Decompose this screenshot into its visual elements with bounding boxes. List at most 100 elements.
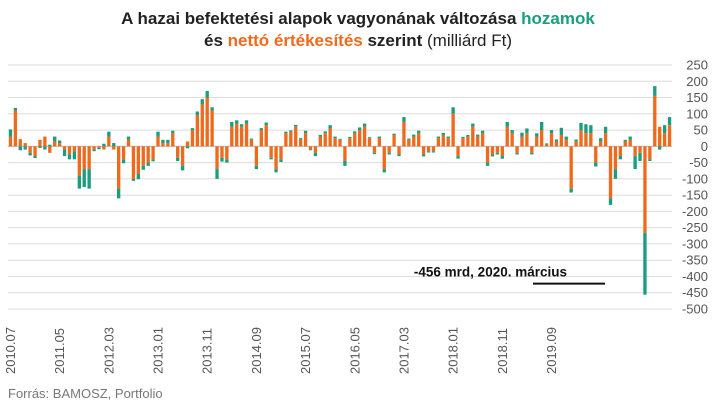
bar-returns <box>102 143 106 147</box>
x-tick-label: 2015.07 <box>298 327 313 374</box>
x-tick-label: 2013.11 <box>200 328 215 374</box>
bar-returns <box>121 159 126 164</box>
bar-net-sales <box>667 125 672 147</box>
bar-returns <box>662 125 667 134</box>
bar-returns <box>515 152 519 155</box>
bar-net-sales <box>102 146 106 150</box>
bar-net-sales <box>92 146 96 150</box>
bar-net-sales <box>13 110 18 147</box>
bar-returns <box>215 169 219 179</box>
bar-net-sales <box>421 146 426 155</box>
bar-returns <box>554 139 559 142</box>
bar-returns <box>530 152 534 155</box>
bar-returns <box>313 152 318 157</box>
y-tick-label: -350 <box>682 253 708 268</box>
x-tick-label: 2011.05 <box>52 328 67 374</box>
y-tick-label: -50 <box>689 155 708 170</box>
bar-returns <box>362 123 367 127</box>
bar-returns <box>628 136 632 140</box>
bar-returns <box>269 157 273 160</box>
annotation: -456 mrd, 2020. március <box>414 265 606 285</box>
bar-returns <box>579 122 583 131</box>
bar-net-sales <box>367 138 372 147</box>
y-tick-label: -300 <box>682 236 708 251</box>
bar-returns <box>289 130 293 132</box>
y-tick-label: -400 <box>682 269 708 284</box>
bar-returns <box>564 136 568 140</box>
y-tick-label: -100 <box>682 171 708 186</box>
bar-returns <box>638 152 642 161</box>
bar-net-sales <box>520 136 524 147</box>
bar-returns <box>500 156 504 159</box>
bar-returns <box>97 147 101 150</box>
y-tick-label: 150 <box>686 90 708 105</box>
bar-returns <box>451 107 455 114</box>
grid-lines <box>8 64 672 310</box>
bar-net-sales <box>603 133 608 147</box>
bar-returns <box>431 151 436 153</box>
bar-net-sales <box>146 146 150 163</box>
source-note: Forrás: BAMOSZ, Portfolio <box>8 386 163 401</box>
title-and: és <box>203 31 228 50</box>
bar-net-sales <box>436 138 441 147</box>
bar-net-sales <box>294 126 298 147</box>
bar-net-sales <box>62 146 67 150</box>
bar-net-sales <box>303 133 308 147</box>
bar-returns <box>171 130 175 134</box>
bar-returns <box>294 124 298 127</box>
bar-net-sales <box>298 139 303 147</box>
bar-returns <box>87 169 91 189</box>
bar-returns <box>18 146 22 151</box>
bar-returns <box>382 169 386 173</box>
x-tick-label: 2012.03 <box>101 327 116 374</box>
bar-net-sales <box>259 130 263 147</box>
bar-net-sales <box>156 136 160 147</box>
bar-returns <box>608 198 613 205</box>
bar-returns <box>72 151 77 160</box>
x-tick-label: 2014.09 <box>249 327 264 374</box>
bar-net-sales <box>613 146 618 170</box>
bar-net-sales <box>195 115 200 147</box>
bar-net-sales <box>648 146 652 160</box>
bar-returns <box>648 159 652 161</box>
bar-net-sales <box>372 146 377 153</box>
bar-net-sales <box>48 146 52 153</box>
bar-returns <box>239 124 244 127</box>
bar-returns <box>495 152 500 155</box>
bar-returns <box>456 156 460 159</box>
bar-returns <box>136 173 141 180</box>
bar-returns <box>284 131 288 134</box>
bar-net-sales <box>244 123 249 147</box>
bar-net-sales <box>574 141 578 147</box>
bar-net-sales <box>57 143 62 147</box>
bar-net-sales <box>112 146 116 150</box>
bar-net-sales <box>476 136 480 147</box>
x-tick-label: 2010.07 <box>3 327 18 374</box>
bar-net-sales <box>318 136 322 147</box>
bar-returns <box>471 123 475 127</box>
bar-returns <box>599 138 603 142</box>
bar-returns <box>53 136 57 142</box>
bar-returns <box>274 169 278 173</box>
bar-net-sales <box>28 146 32 153</box>
bar-returns <box>185 146 190 149</box>
bar-net-sales <box>254 146 259 166</box>
bar-net-sales <box>658 126 662 147</box>
bar-net-sales <box>594 146 598 163</box>
bar-net-sales <box>653 95 657 147</box>
bar-net-sales <box>461 138 465 147</box>
bar-net-sales <box>599 141 603 147</box>
bar-returns <box>446 136 450 139</box>
bar-returns <box>417 130 421 134</box>
bar-returns <box>166 139 170 144</box>
bar-returns <box>230 121 234 127</box>
bar-net-sales <box>131 146 136 179</box>
y-tick-label: -150 <box>682 188 708 203</box>
bar-net-sales <box>431 146 436 152</box>
bar-net-sales <box>323 133 327 147</box>
bar-returns <box>574 139 578 142</box>
bar-returns <box>525 128 529 134</box>
bar-net-sales <box>471 126 475 147</box>
bar-returns <box>480 130 485 134</box>
